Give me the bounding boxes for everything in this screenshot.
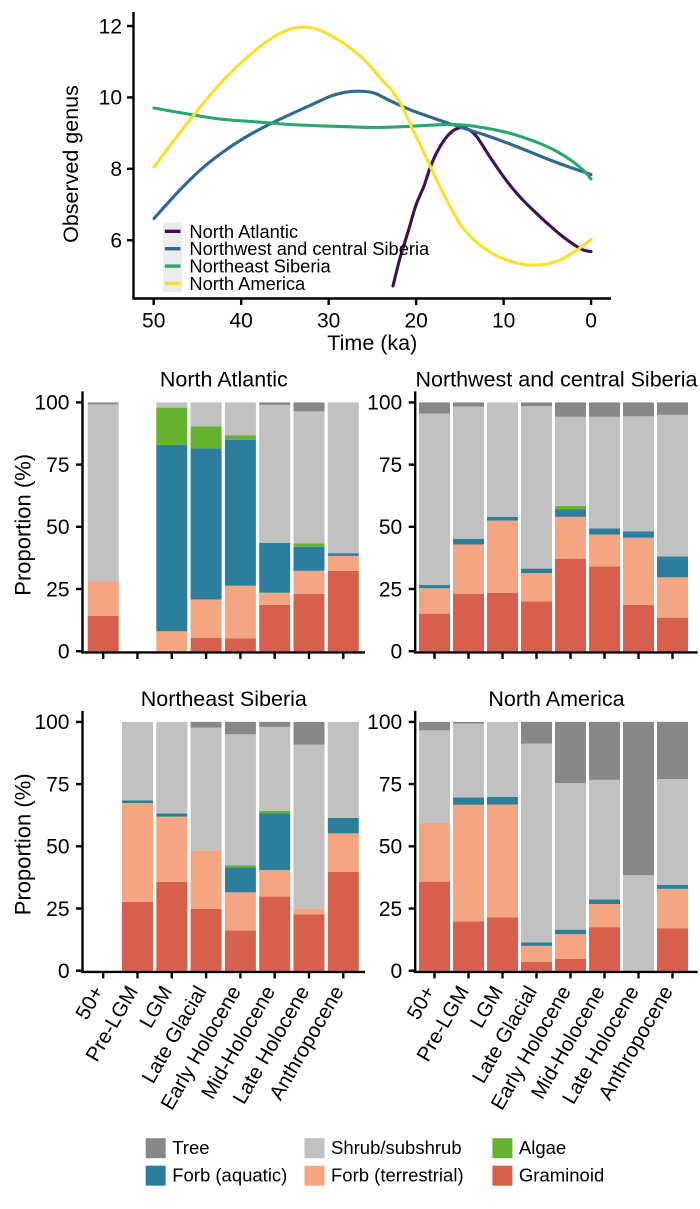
svg-text:25: 25 [46, 898, 69, 921]
svg-text:100: 100 [367, 392, 402, 415]
svg-text:12: 12 [99, 15, 122, 38]
svg-text:Northwest and central Siberia: Northwest and central Siberia [415, 367, 697, 391]
svg-text:North America: North America [189, 273, 306, 294]
svg-text:Forb (terrestrial): Forb (terrestrial) [331, 1164, 464, 1185]
svg-text:25: 25 [46, 578, 69, 601]
svg-text:Graminoid: Graminoid [519, 1164, 604, 1185]
svg-text:Shrub/subshrub: Shrub/subshrub [331, 1137, 462, 1158]
svg-text:Northwest and central Siberia: Northwest and central Siberia [189, 238, 430, 259]
svg-text:40: 40 [230, 310, 253, 333]
svg-text:10: 10 [492, 310, 515, 333]
svg-text:20: 20 [404, 310, 427, 333]
svg-text:75: 75 [379, 454, 402, 477]
svg-text:50: 50 [142, 310, 165, 333]
svg-text:Northeast Siberia: Northeast Siberia [141, 687, 307, 711]
svg-text:100: 100 [34, 711, 69, 734]
svg-text:Proportion (%): Proportion (%) [11, 454, 36, 596]
svg-text:Proportion (%): Proportion (%) [11, 773, 36, 915]
svg-text:50: 50 [46, 516, 69, 539]
svg-text:0: 0 [391, 960, 403, 983]
svg-text:0: 0 [391, 641, 403, 664]
svg-text:Forb (aquatic): Forb (aquatic) [172, 1164, 287, 1185]
svg-text:6: 6 [110, 230, 122, 253]
svg-text:8: 8 [110, 158, 122, 181]
svg-text:100: 100 [367, 711, 402, 734]
svg-text:100: 100 [34, 392, 69, 415]
svg-text:75: 75 [46, 773, 69, 796]
svg-text:30: 30 [317, 310, 340, 333]
svg-text:0: 0 [58, 960, 70, 983]
svg-text:50: 50 [379, 516, 402, 539]
svg-text:10: 10 [99, 87, 122, 110]
svg-text:Observed genus: Observed genus [59, 85, 83, 243]
svg-text:50: 50 [379, 836, 402, 859]
svg-text:Algae: Algae [519, 1137, 566, 1158]
svg-text:0: 0 [58, 641, 70, 664]
svg-text:25: 25 [379, 898, 402, 921]
svg-text:0: 0 [585, 310, 597, 333]
svg-text:75: 75 [46, 454, 69, 477]
svg-text:Northeast Siberia: Northeast Siberia [189, 256, 331, 277]
svg-text:Time (ka): Time (ka) [327, 331, 417, 355]
svg-text:North Atlantic: North Atlantic [160, 367, 288, 391]
svg-text:50: 50 [46, 836, 69, 859]
svg-text:Tree: Tree [172, 1137, 209, 1158]
svg-text:75: 75 [379, 773, 402, 796]
svg-text:25: 25 [379, 578, 402, 601]
svg-text:North America: North America [488, 687, 624, 711]
svg-text:North Atlantic: North Atlantic [189, 221, 298, 242]
